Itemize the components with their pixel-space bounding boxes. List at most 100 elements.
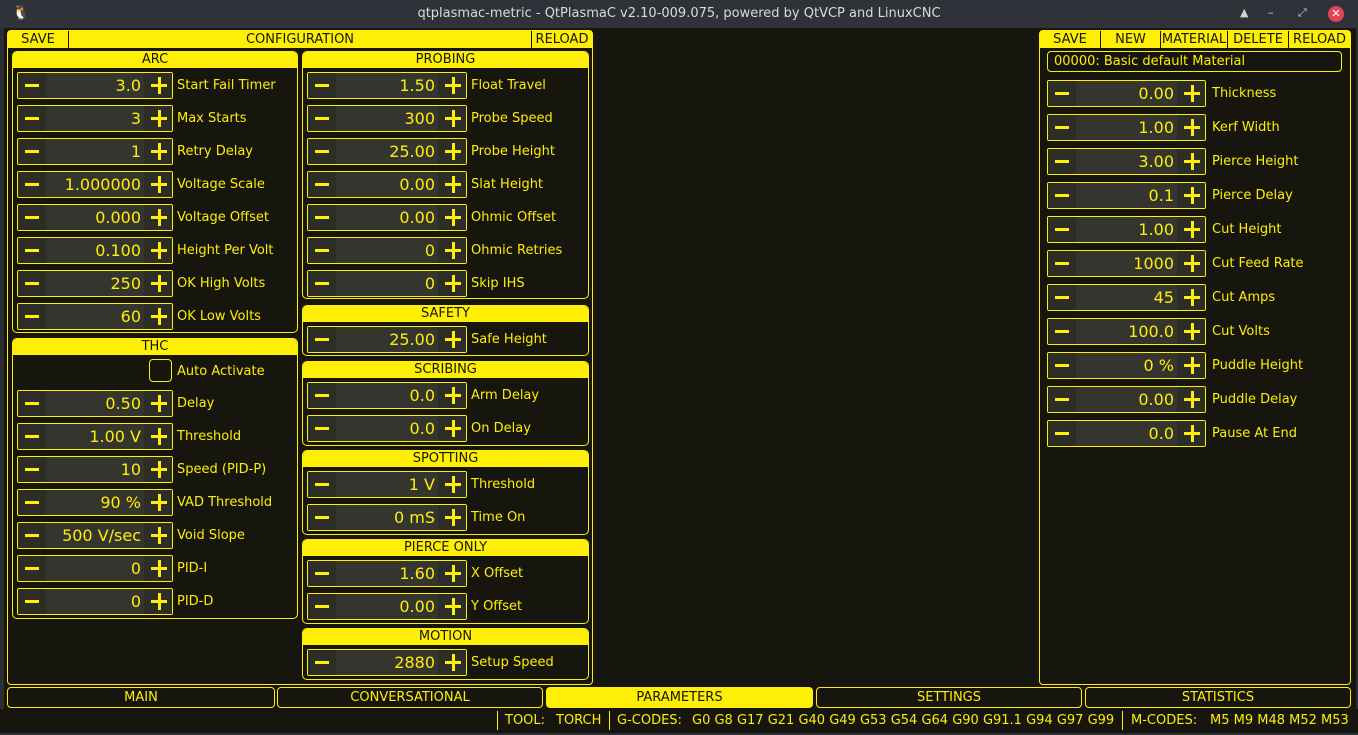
tab-settings[interactable]: SETTINGS bbox=[816, 687, 1082, 708]
spinbox-value[interactable]: 0.00 bbox=[399, 208, 435, 227]
plus-icon[interactable] bbox=[438, 472, 466, 497]
spinbox-value[interactable]: 0.100 bbox=[95, 241, 141, 260]
setup-speed-spinbox[interactable]: 2880 bbox=[307, 649, 467, 676]
plus-icon[interactable] bbox=[144, 271, 172, 296]
plus-icon[interactable] bbox=[1177, 319, 1205, 344]
delay-spinbox[interactable]: 0.50 bbox=[17, 390, 173, 417]
minus-icon[interactable] bbox=[18, 490, 46, 515]
minus-icon[interactable] bbox=[18, 271, 46, 296]
minus-icon[interactable] bbox=[308, 172, 336, 197]
thickness-spinbox[interactable]: 0.00 bbox=[1047, 80, 1206, 107]
plus-icon[interactable] bbox=[144, 391, 172, 416]
minus-icon[interactable] bbox=[308, 327, 336, 352]
plus-icon[interactable] bbox=[1177, 81, 1205, 106]
arm-delay-spinbox[interactable]: 0.0 bbox=[307, 382, 467, 409]
spinbox-value[interactable]: 1.00 bbox=[1138, 220, 1174, 239]
minus-icon[interactable] bbox=[1048, 81, 1076, 106]
plus-icon[interactable] bbox=[1177, 353, 1205, 378]
spinbox-value[interactable]: 1 V bbox=[408, 475, 435, 494]
pid-d-spinbox[interactable]: 0 bbox=[17, 588, 173, 615]
spinbox-value[interactable]: 3.00 bbox=[1138, 152, 1174, 171]
spinbox-value[interactable]: 0 mS bbox=[393, 508, 435, 527]
plus-icon[interactable] bbox=[438, 139, 466, 164]
cut-feed-rate-spinbox[interactable]: 1000 bbox=[1047, 250, 1206, 277]
plus-icon[interactable] bbox=[144, 172, 172, 197]
minus-icon[interactable] bbox=[1048, 183, 1076, 208]
plus-icon[interactable] bbox=[438, 650, 466, 675]
spinbox-value[interactable]: 0.0 bbox=[409, 386, 435, 405]
threshold-spinbox[interactable]: 1 V bbox=[307, 471, 467, 498]
minus-icon[interactable] bbox=[1048, 319, 1076, 344]
spinbox-value[interactable]: 90 % bbox=[100, 493, 141, 512]
minus-icon[interactable] bbox=[308, 238, 336, 263]
minus-icon[interactable] bbox=[1048, 285, 1076, 310]
plus-icon[interactable] bbox=[144, 73, 172, 98]
spinbox-value[interactable]: 0.1 bbox=[1148, 186, 1174, 205]
spinbox-value[interactable]: 300 bbox=[404, 109, 435, 128]
minus-icon[interactable] bbox=[18, 139, 46, 164]
spinbox-value[interactable]: 0 bbox=[424, 274, 435, 293]
plus-icon[interactable] bbox=[1177, 285, 1205, 310]
spinbox-value[interactable]: 0.0 bbox=[409, 419, 435, 438]
minus-icon[interactable] bbox=[308, 472, 336, 497]
plus-icon[interactable] bbox=[144, 457, 172, 482]
spinbox-value[interactable]: 0 bbox=[130, 592, 141, 611]
plus-icon[interactable] bbox=[438, 505, 466, 530]
spinbox-value[interactable]: 100.0 bbox=[1128, 322, 1174, 341]
spinbox-value[interactable]: 0 bbox=[130, 559, 141, 578]
plus-icon[interactable] bbox=[1177, 183, 1205, 208]
plus-icon[interactable] bbox=[438, 416, 466, 441]
spinbox-value[interactable]: 2880 bbox=[394, 653, 435, 672]
ok-high-volts-spinbox[interactable]: 250 bbox=[17, 270, 173, 297]
minus-icon[interactable] bbox=[18, 523, 46, 548]
minus-icon[interactable] bbox=[308, 383, 336, 408]
plus-icon[interactable] bbox=[144, 106, 172, 131]
minus-icon[interactable] bbox=[18, 589, 46, 614]
minus-icon[interactable] bbox=[308, 505, 336, 530]
spinbox-value[interactable]: 60 bbox=[120, 307, 141, 326]
minus-icon[interactable] bbox=[18, 391, 46, 416]
material-delete-button[interactable]: DELETE bbox=[1228, 31, 1289, 48]
maximize-icon[interactable]: ⤢ bbox=[1298, 6, 1307, 19]
spinbox-value[interactable]: 0.00 bbox=[399, 175, 435, 194]
plus-icon[interactable] bbox=[1177, 217, 1205, 242]
on-delay-spinbox[interactable]: 0.0 bbox=[307, 415, 467, 442]
plus-icon[interactable] bbox=[144, 304, 172, 329]
minus-icon[interactable] bbox=[308, 205, 336, 230]
minus-icon[interactable] bbox=[18, 205, 46, 230]
probe-height-spinbox[interactable]: 25.00 bbox=[307, 138, 467, 165]
plus-icon[interactable] bbox=[1177, 149, 1205, 174]
spinbox-value[interactable]: 250 bbox=[110, 274, 141, 293]
minus-icon[interactable] bbox=[1048, 421, 1076, 446]
spinbox-value[interactable]: 25.00 bbox=[389, 142, 435, 161]
pierce-delay-spinbox[interactable]: 0.1 bbox=[1047, 182, 1206, 209]
plus-icon[interactable] bbox=[438, 383, 466, 408]
material-select[interactable]: 00000: Basic default Material bbox=[1047, 51, 1342, 72]
pid-i-spinbox[interactable]: 0 bbox=[17, 555, 173, 582]
spinbox-value[interactable]: 0.00 bbox=[1138, 84, 1174, 103]
minus-icon[interactable] bbox=[308, 416, 336, 441]
plus-icon[interactable] bbox=[144, 205, 172, 230]
voltage-scale-spinbox[interactable]: 1.000000 bbox=[17, 171, 173, 198]
minus-icon[interactable] bbox=[18, 238, 46, 263]
spinbox-value[interactable]: 45 bbox=[1153, 288, 1174, 307]
speed-pid-p-spinbox[interactable]: 10 bbox=[17, 456, 173, 483]
safe-height-spinbox[interactable]: 25.00 bbox=[307, 326, 467, 353]
slat-height-spinbox[interactable]: 0.00 bbox=[307, 171, 467, 198]
plus-icon[interactable] bbox=[438, 106, 466, 131]
x-offset-spinbox[interactable]: 1.60 bbox=[307, 560, 467, 587]
plus-icon[interactable] bbox=[144, 556, 172, 581]
minus-icon[interactable] bbox=[18, 106, 46, 131]
material-save-button[interactable]: SAVE bbox=[1040, 31, 1101, 48]
material-material-button[interactable]: MATERIAL bbox=[1161, 31, 1228, 48]
start-fail-timer-spinbox[interactable]: 3.0 bbox=[17, 72, 173, 99]
minus-icon[interactable] bbox=[308, 650, 336, 675]
plus-icon[interactable] bbox=[438, 561, 466, 586]
plus-icon[interactable] bbox=[438, 205, 466, 230]
vad-threshold-spinbox[interactable]: 90 % bbox=[17, 489, 173, 516]
y-offset-spinbox[interactable]: 0.00 bbox=[307, 593, 467, 620]
tab-parameters[interactable]: PARAMETERS bbox=[546, 687, 813, 708]
time-on-spinbox[interactable]: 0 mS bbox=[307, 504, 467, 531]
pause-at-end-spinbox[interactable]: 0.0 bbox=[1047, 420, 1206, 447]
spinbox-value[interactable]: 0.0 bbox=[1148, 424, 1174, 443]
